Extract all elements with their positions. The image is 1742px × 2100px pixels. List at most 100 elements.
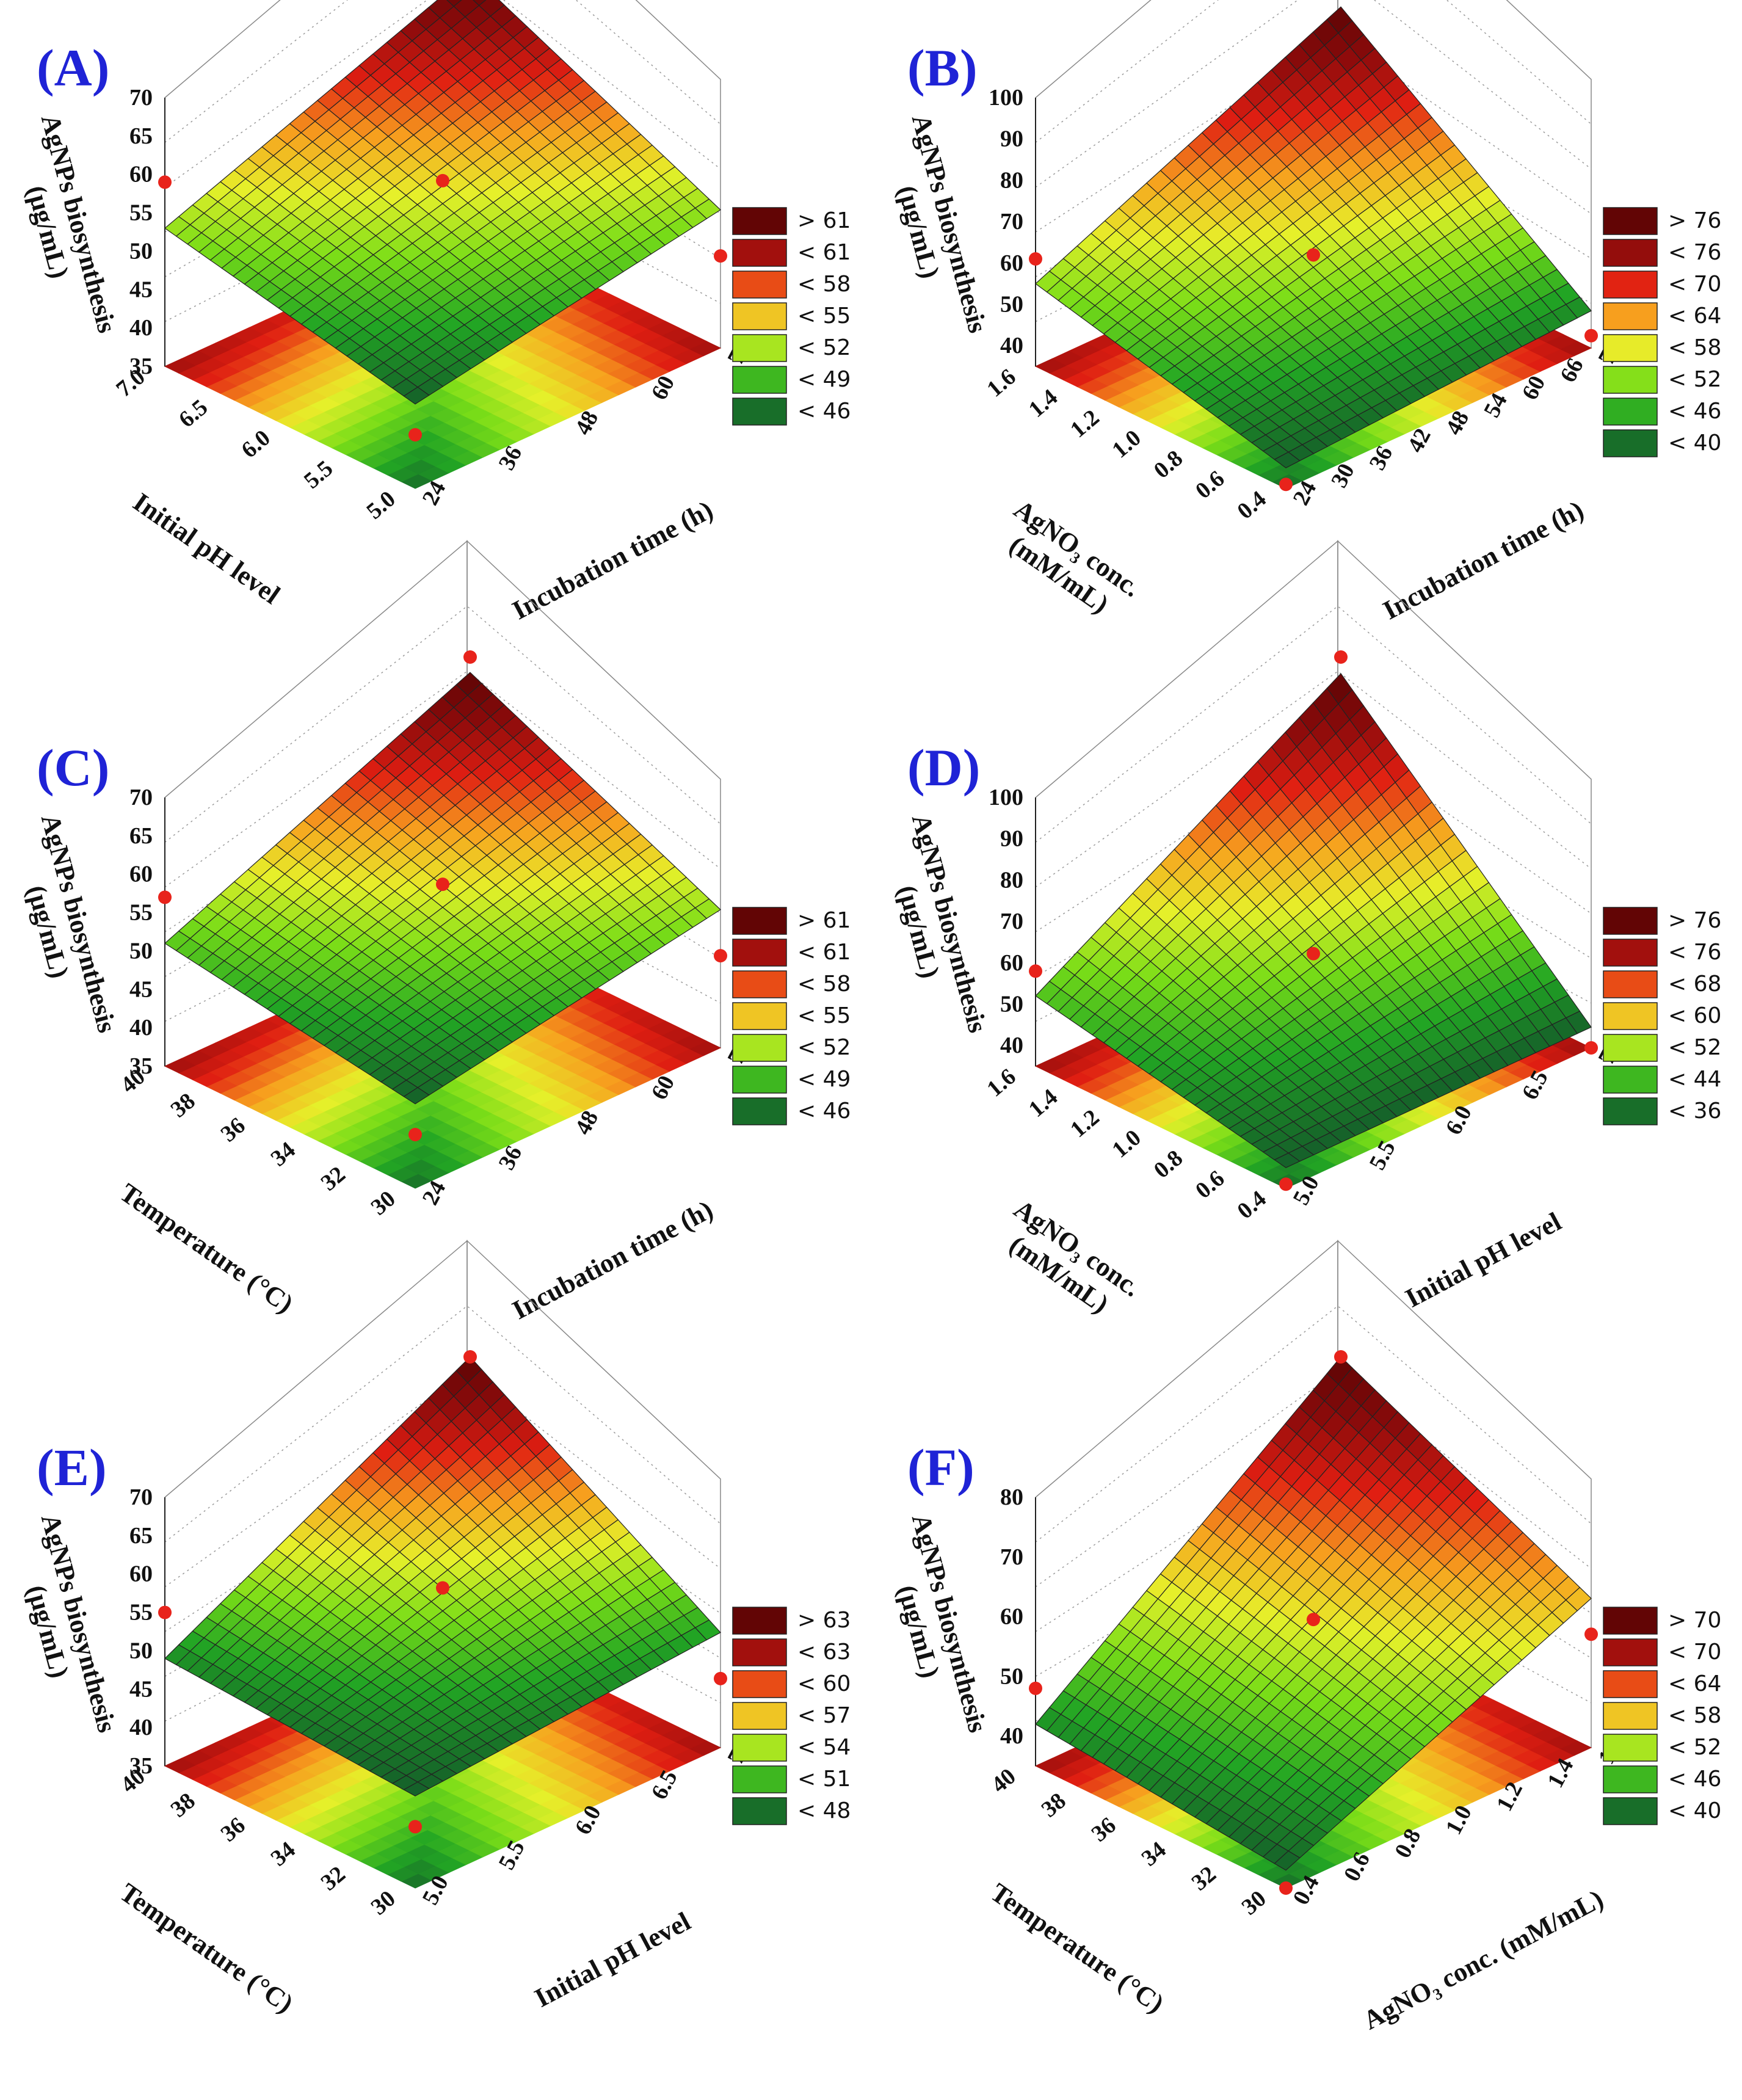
z-tick-label: 40 bbox=[1000, 1033, 1023, 1058]
data-point-marker bbox=[714, 1671, 727, 1685]
panel-label: (B) bbox=[907, 38, 978, 97]
data-point-marker bbox=[1279, 1177, 1293, 1191]
legend-label: > 63 bbox=[797, 1608, 851, 1633]
y-tick-label: 0.4 bbox=[1232, 1186, 1271, 1224]
z-axis-label: AgNPs biosynthesis(µg/mL) bbox=[4, 811, 122, 1044]
legend-label: < 46 bbox=[797, 1099, 851, 1124]
z-axis-label: AgNPs biosynthesis(µg/mL) bbox=[4, 1511, 122, 1744]
y-tick-label: 32 bbox=[316, 1161, 350, 1196]
legend-swatch bbox=[1603, 239, 1658, 267]
legend-swatch bbox=[1603, 271, 1658, 299]
legend-swatch bbox=[732, 1702, 787, 1730]
z-tick-label: 60 bbox=[1000, 250, 1023, 276]
z-tick-label: 45 bbox=[129, 1676, 153, 1702]
data-point-marker bbox=[463, 1350, 477, 1364]
legend-swatch bbox=[732, 1002, 787, 1030]
x-axis-label: Incubation time (h) bbox=[507, 495, 718, 625]
legend-label: < 46 bbox=[1668, 399, 1721, 424]
z-tick-label: 80 bbox=[1000, 167, 1023, 193]
y-axis-label: AgNO₃ conc.(mM/mL) bbox=[990, 494, 1146, 629]
surface-cell bbox=[403, 387, 430, 405]
y-tick-label: 38 bbox=[166, 1088, 200, 1123]
z-tick-label: 60 bbox=[129, 862, 153, 887]
data-point-marker bbox=[1584, 1041, 1598, 1055]
y-tick-label: 34 bbox=[266, 1137, 300, 1172]
legend-swatch bbox=[732, 970, 787, 998]
legend-swatch bbox=[732, 398, 787, 426]
z-tick-label: 60 bbox=[129, 1561, 153, 1587]
z-tick-label: 45 bbox=[129, 277, 153, 302]
legend-label: < 36 bbox=[1668, 1099, 1721, 1124]
z-tick-label: 100 bbox=[989, 85, 1023, 111]
legend-swatch bbox=[732, 207, 787, 235]
z-axis-label: AgNPs biosynthesis(µg/mL) bbox=[4, 111, 122, 344]
legend-swatch bbox=[1603, 366, 1658, 394]
z-tick-label: 70 bbox=[129, 785, 153, 810]
z-tick-label: 65 bbox=[129, 823, 153, 849]
data-point-marker bbox=[408, 428, 422, 441]
panel-label: (A) bbox=[37, 38, 109, 97]
legend-label: < 52 bbox=[1668, 367, 1721, 392]
data-point-marker bbox=[714, 949, 727, 963]
legend-label: < 58 bbox=[797, 972, 851, 997]
z-tick-label: 70 bbox=[129, 1484, 153, 1510]
z-tick-label: 90 bbox=[1000, 826, 1023, 852]
z-tick-label: 100 bbox=[989, 785, 1023, 810]
legend-label: < 58 bbox=[797, 272, 851, 297]
legend-swatch bbox=[732, 1797, 787, 1825]
surface-cell bbox=[446, 0, 462, 7]
z-tick-label: 65 bbox=[129, 1523, 153, 1549]
z-tick-label: 80 bbox=[1000, 867, 1023, 893]
z-tick-label: 40 bbox=[129, 1715, 153, 1740]
x-axis-label: Initial pH level bbox=[1401, 1207, 1566, 1313]
y-tick-label: 0.8 bbox=[1149, 1145, 1188, 1183]
legend-swatch bbox=[732, 302, 787, 330]
legend-swatch bbox=[732, 939, 787, 967]
legend-swatch bbox=[1603, 970, 1658, 998]
surface-cell bbox=[472, 0, 487, 6]
legend-swatch bbox=[732, 366, 787, 394]
data-point-marker bbox=[1584, 329, 1598, 343]
legend-label: < 52 bbox=[797, 1035, 851, 1060]
legend-label: < 46 bbox=[797, 399, 851, 424]
y-tick-label: 5.0 bbox=[361, 486, 400, 525]
legend-swatch bbox=[732, 1034, 787, 1062]
y-tick-label: 0.8 bbox=[1149, 445, 1188, 484]
legend-label: < 63 bbox=[797, 1640, 851, 1665]
data-point-marker bbox=[158, 175, 172, 189]
legend-swatch bbox=[732, 271, 787, 299]
data-point-marker bbox=[714, 249, 727, 263]
legend-swatch bbox=[1603, 302, 1658, 330]
y-tick-label: 1.4 bbox=[1024, 1084, 1062, 1122]
wall-gridline bbox=[164, 0, 721, 143]
z-tick-label: 50 bbox=[129, 938, 153, 964]
x-axis-label: Incubation time (h) bbox=[507, 1194, 718, 1325]
data-point-marker bbox=[408, 1128, 422, 1141]
legend-label: < 76 bbox=[1668, 240, 1721, 265]
y-tick-label: 36 bbox=[216, 1113, 250, 1147]
legend-label: < 70 bbox=[1668, 272, 1721, 297]
legend-swatch bbox=[1603, 1097, 1658, 1125]
legend-swatch bbox=[1603, 398, 1658, 426]
legend-label: < 55 bbox=[797, 303, 851, 329]
y-axis-label: AgNO₃ conc.(mM/mL) bbox=[990, 1194, 1146, 1329]
legend-swatch bbox=[732, 1670, 787, 1698]
legend-swatch bbox=[732, 1607, 787, 1635]
data-point-marker bbox=[436, 173, 449, 187]
legend-swatch bbox=[1603, 939, 1658, 967]
z-tick-label: 35 bbox=[129, 354, 153, 379]
z-tick-label: 60 bbox=[1000, 950, 1023, 976]
legend-label: < 44 bbox=[1668, 1067, 1721, 1092]
y-tick-label: 0.6 bbox=[1191, 1166, 1229, 1204]
legend-swatch bbox=[1603, 207, 1658, 235]
y-axis-label-line: Initial pH level bbox=[128, 487, 285, 609]
z-tick-label: 70 bbox=[1000, 209, 1023, 234]
legend-swatch bbox=[732, 1765, 787, 1793]
data-point-marker bbox=[1029, 964, 1042, 978]
z-axis-label: AgNPs biosynthesis(µg/mL) bbox=[875, 811, 993, 1044]
